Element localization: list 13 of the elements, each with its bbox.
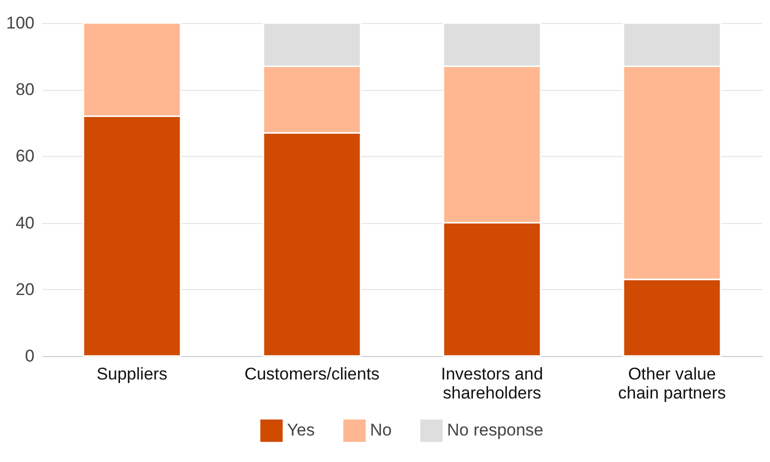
legend-label: Yes [287,420,315,440]
y-tick-label: 60 [16,146,34,166]
x-tick-label: Other value chain partners [618,364,726,402]
y-tick-label: 40 [16,213,34,232]
y-tick-label: 80 [16,80,34,100]
legend-label: No response [447,420,544,440]
x-tick-label: Investors and shareholders [440,364,544,402]
legend-label: No [370,420,392,440]
y-tick-label: 0 [25,346,34,366]
y-tick-label: 100 [6,14,34,32]
x-tick-label: Suppliers [96,364,168,384]
y-tick-label: 20 [16,280,34,299]
x-tick-label: Customers/clients [244,364,380,384]
